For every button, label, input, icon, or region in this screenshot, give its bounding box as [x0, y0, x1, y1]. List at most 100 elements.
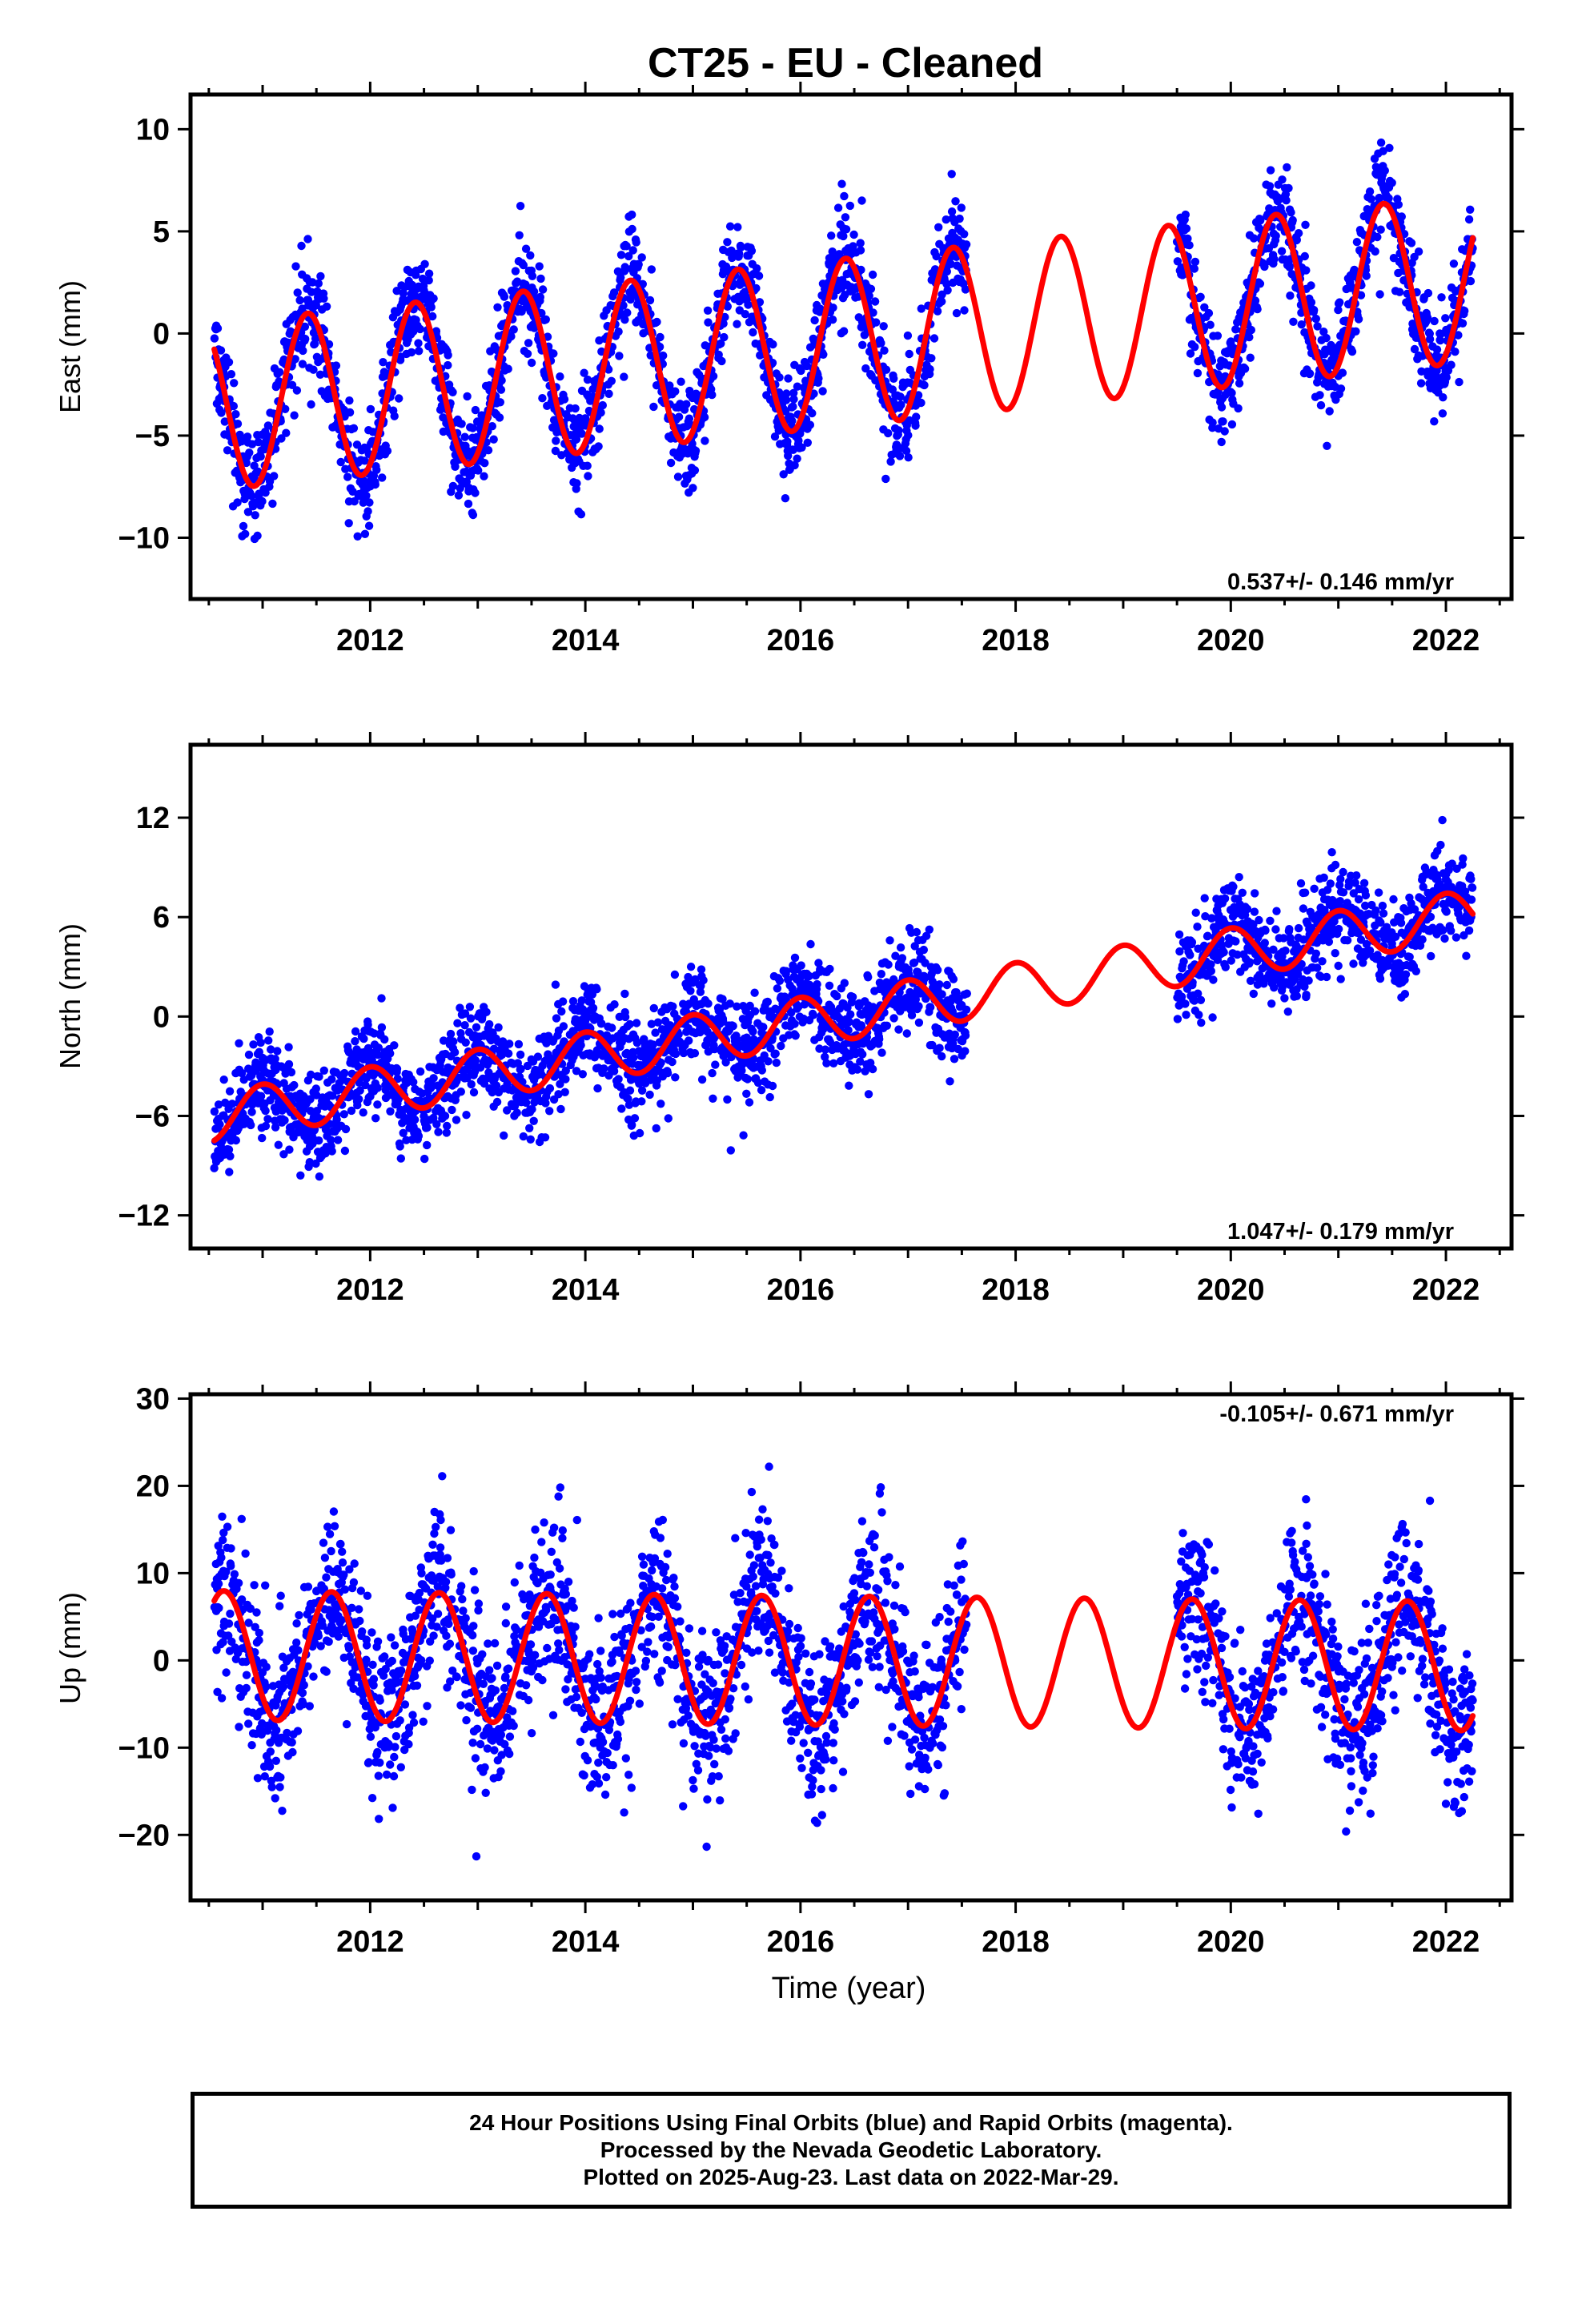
north-data-point — [1336, 975, 1345, 983]
north-data-point — [265, 1027, 274, 1036]
north-data-point — [315, 1172, 324, 1181]
north-data-point — [875, 1035, 884, 1043]
north-data-point — [1294, 923, 1303, 933]
east-data-point — [1365, 187, 1375, 196]
east-data-point — [904, 453, 913, 462]
north-data-point — [258, 1133, 267, 1143]
north-data-point — [552, 1014, 561, 1023]
north-data-point — [263, 1115, 272, 1124]
north-data-point — [845, 1017, 853, 1027]
east-data-point — [1173, 257, 1182, 266]
north-data-point — [1311, 949, 1321, 959]
north-data-point — [443, 1121, 452, 1131]
north-data-point — [825, 981, 834, 991]
north-data-point — [355, 1095, 363, 1104]
east-data-point — [428, 312, 437, 321]
east-data-point — [1204, 308, 1214, 318]
east-data-point — [372, 465, 381, 474]
east-data-point — [793, 454, 801, 463]
east-data-point — [407, 348, 416, 357]
east-data-point — [638, 279, 647, 288]
east-data-point — [1454, 331, 1463, 340]
north-data-point — [853, 1065, 862, 1074]
east-data-point — [1227, 388, 1236, 397]
east-data-point — [551, 446, 560, 456]
east-data-point — [538, 394, 547, 403]
north-data-point — [1231, 937, 1240, 946]
east-data-point — [805, 420, 814, 429]
east-x-tick-label: 2022 — [1412, 624, 1480, 657]
north-data-point — [1281, 946, 1290, 955]
east-data-point — [897, 400, 905, 409]
east-data-point — [781, 494, 790, 503]
north-data-point — [649, 1003, 658, 1013]
north-data-point — [1292, 991, 1302, 1001]
east-data-point — [420, 259, 429, 268]
east-data-point — [769, 340, 777, 349]
east-data-point — [752, 283, 761, 293]
east-data-point — [360, 529, 370, 538]
east-data-point — [861, 364, 870, 373]
east-data-point — [303, 235, 312, 243]
east-data-point — [943, 286, 952, 295]
north-data-point — [556, 1080, 564, 1088]
north-data-point — [617, 1104, 626, 1113]
north-data-point — [498, 1037, 508, 1046]
north-data-point — [460, 1021, 469, 1030]
north-data-point — [247, 1120, 255, 1130]
east-data-point — [1380, 166, 1390, 175]
east-data-point — [1181, 210, 1191, 219]
east-data-point — [1315, 391, 1324, 400]
east-data-point — [884, 428, 893, 438]
east-data-point — [689, 484, 697, 493]
east-data-point — [894, 426, 903, 435]
north-data-point — [961, 1031, 970, 1040]
north-data-point — [608, 1023, 616, 1032]
north-data-point — [267, 1045, 275, 1054]
north-data-point — [1410, 905, 1419, 914]
east-data-point — [628, 246, 637, 255]
north-data-point — [332, 1115, 341, 1124]
north-data-point — [750, 1007, 760, 1016]
north-data-point — [235, 1039, 243, 1048]
east-data-point — [947, 207, 957, 216]
east-data-point — [471, 405, 480, 415]
north-data-point — [821, 1052, 829, 1062]
north-data-point — [592, 985, 601, 994]
east-data-point — [444, 360, 452, 370]
east-data-point — [841, 213, 850, 222]
east-data-point — [616, 251, 626, 259]
north-data-point — [771, 1049, 780, 1058]
east-data-point — [464, 499, 473, 509]
north-data-point — [833, 991, 841, 1001]
north-data-point — [935, 1043, 944, 1052]
north-data-point — [668, 1057, 677, 1067]
east-data-point — [230, 379, 239, 388]
north-data-point — [386, 1107, 395, 1116]
north-data-point — [465, 1003, 475, 1011]
north-data-point — [423, 1140, 432, 1150]
north-data-point — [697, 1075, 707, 1084]
north-data-point — [822, 1059, 831, 1068]
north-data-point — [287, 1068, 296, 1077]
east-data-point — [1287, 208, 1295, 217]
east-data-point — [1430, 316, 1439, 326]
east-rate-label: 0.537+/- 0.146 mm/yr — [1227, 569, 1454, 595]
east-data-point — [840, 191, 849, 201]
east-data-point — [307, 400, 315, 409]
north-data-point — [512, 1108, 521, 1117]
north-data-point — [1266, 916, 1275, 926]
north-data-point — [224, 1145, 234, 1154]
north-data-point — [656, 1058, 665, 1068]
east-data-point — [1351, 327, 1360, 336]
east-data-point — [210, 334, 219, 343]
north-data-point — [439, 1036, 448, 1045]
north-data-point — [237, 1068, 247, 1078]
east-data-point — [227, 370, 236, 379]
north-data-point — [656, 1100, 665, 1108]
north-data-point — [902, 1029, 912, 1038]
north-data-point — [637, 1086, 647, 1096]
north-data-point — [588, 1003, 598, 1013]
